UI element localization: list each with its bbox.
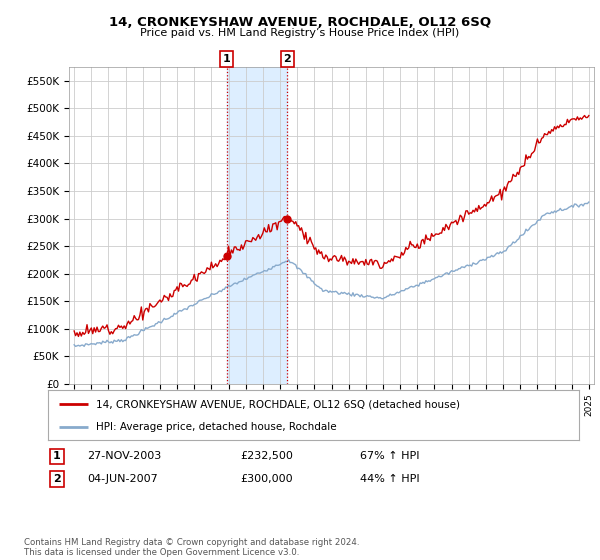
Text: 04-JUN-2007: 04-JUN-2007 xyxy=(87,474,158,484)
Text: 44% ↑ HPI: 44% ↑ HPI xyxy=(360,474,419,484)
Text: 1: 1 xyxy=(223,54,231,64)
Text: £232,500: £232,500 xyxy=(240,451,293,461)
Text: 67% ↑ HPI: 67% ↑ HPI xyxy=(360,451,419,461)
Bar xyxy=(227,67,287,384)
Text: Contains HM Land Registry data © Crown copyright and database right 2024.
This d: Contains HM Land Registry data © Crown c… xyxy=(24,538,359,557)
Text: 14, CRONKEYSHAW AVENUE, ROCHDALE, OL12 6SQ (detached house): 14, CRONKEYSHAW AVENUE, ROCHDALE, OL12 6… xyxy=(96,399,460,409)
Text: 2: 2 xyxy=(284,54,291,64)
Text: 27-NOV-2003: 27-NOV-2003 xyxy=(87,451,161,461)
Text: Price paid vs. HM Land Registry’s House Price Index (HPI): Price paid vs. HM Land Registry’s House … xyxy=(140,28,460,38)
Text: 2: 2 xyxy=(53,474,61,484)
Text: HPI: Average price, detached house, Rochdale: HPI: Average price, detached house, Roch… xyxy=(96,422,337,432)
Text: 14, CRONKEYSHAW AVENUE, ROCHDALE, OL12 6SQ: 14, CRONKEYSHAW AVENUE, ROCHDALE, OL12 6… xyxy=(109,16,491,29)
Text: 1: 1 xyxy=(53,451,61,461)
Text: £300,000: £300,000 xyxy=(240,474,293,484)
